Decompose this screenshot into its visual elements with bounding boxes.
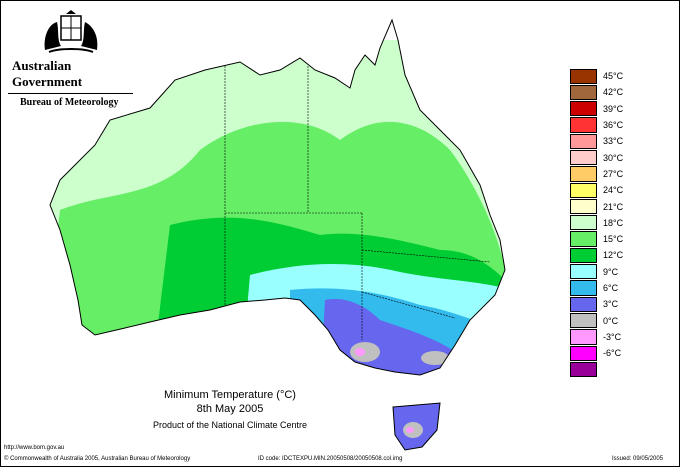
legend-row: 21°C bbox=[570, 198, 633, 215]
map-title: Minimum Temperature (°C) bbox=[164, 389, 296, 401]
legend-swatch bbox=[570, 166, 597, 182]
legend-label: 15°C bbox=[603, 234, 624, 245]
legend-label: 18°C bbox=[603, 217, 624, 228]
australia-outline bbox=[49, 18, 506, 376]
legend-label: -6°C bbox=[603, 348, 622, 359]
legend-label: -3°C bbox=[603, 331, 622, 342]
tasmania bbox=[392, 402, 441, 451]
legend-label: 45°C bbox=[603, 71, 624, 82]
legend-swatch bbox=[570, 198, 597, 215]
legend-label: 42°C bbox=[603, 87, 624, 98]
legend-label: 30°C bbox=[603, 152, 624, 163]
temperature-legend: 45°C 42°C 39°C 36°C 33°C 30°C 27°C 24°C 21°C 18°C… bbox=[570, 68, 633, 378]
state-borders bbox=[224, 66, 491, 340]
legend-swatch bbox=[570, 312, 597, 329]
map-title-block: Minimum Temperature (°C) 8th May 2005 bbox=[110, 388, 350, 416]
legend-swatch bbox=[570, 133, 597, 149]
id-code: ID code: IDCTEXPU.MIN.20050508/20050508.… bbox=[258, 456, 403, 462]
legend-label: 0°C bbox=[603, 315, 619, 326]
product-credit: Product of the National Climate Centre bbox=[152, 420, 308, 430]
legend-row bbox=[570, 361, 633, 378]
legend-label: 27°C bbox=[603, 168, 624, 179]
legend-row: -6°C bbox=[570, 345, 633, 361]
legend-swatch bbox=[570, 149, 597, 166]
coat-of-arms-icon bbox=[44, 10, 97, 53]
legend-label: 24°C bbox=[603, 185, 624, 196]
legend-row: 30°C bbox=[570, 149, 633, 166]
legend-row: 3°C bbox=[570, 296, 633, 312]
legend-label: 39°C bbox=[603, 103, 624, 114]
legend-row: 12°C bbox=[570, 247, 633, 264]
logo-block: Australian Government Bureau of Meteorol… bbox=[8, 10, 133, 108]
legend-row: 6°C bbox=[570, 280, 633, 296]
website-url[interactable]: http://www.bom.gov.au bbox=[4, 445, 65, 451]
legend-swatch bbox=[570, 329, 597, 345]
legend-swatch bbox=[570, 101, 597, 117]
legend-label: 6°C bbox=[603, 283, 619, 293]
legend-label: 12°C bbox=[603, 250, 624, 261]
legend-swatch bbox=[570, 264, 597, 280]
legend-label: 3°C bbox=[603, 299, 619, 310]
legend-row: -3°C bbox=[570, 329, 633, 345]
legend-row: 27°C bbox=[570, 166, 633, 182]
legend-swatch bbox=[570, 215, 597, 231]
legend-swatch bbox=[570, 182, 597, 198]
issued-date: Issued: 09/05/2005 bbox=[612, 456, 664, 462]
government-name: Australian Government bbox=[12, 58, 83, 89]
legend-swatch bbox=[570, 117, 597, 133]
map-date: 8th May 2005 bbox=[196, 403, 264, 415]
zone-minus3c bbox=[355, 348, 365, 356]
zone-0c-east bbox=[421, 351, 449, 365]
legend-row: 42°C bbox=[570, 84, 633, 101]
legend-swatch bbox=[570, 68, 597, 84]
legend-row: 24°C bbox=[570, 182, 633, 198]
legend-row: 45°C bbox=[570, 68, 633, 84]
legend-swatch bbox=[570, 231, 597, 247]
legend-row: 0°C bbox=[570, 312, 633, 329]
legend-swatch bbox=[570, 296, 597, 312]
legend-row: 36°C bbox=[570, 117, 633, 133]
legend-swatch bbox=[570, 361, 597, 378]
legend-row: 15°C bbox=[570, 231, 633, 247]
legend-swatch bbox=[570, 280, 597, 296]
legend-swatch bbox=[570, 247, 597, 264]
legend-row: 9°C bbox=[570, 264, 633, 280]
legend-label: 21°C bbox=[603, 201, 624, 212]
legend-label: 33°C bbox=[603, 136, 624, 147]
legend-swatch bbox=[570, 84, 597, 101]
copyright-notice: © Commonwealth of Australia 2005, Austra… bbox=[4, 456, 191, 462]
legend-row: 33°C bbox=[570, 133, 633, 149]
bureau-name: Bureau of Meteorology bbox=[8, 93, 133, 108]
legend-label: 9°C bbox=[603, 266, 619, 277]
legend-row: 18°C bbox=[570, 215, 633, 231]
legend-row: 39°C bbox=[570, 101, 633, 117]
legend-label: 36°C bbox=[603, 120, 624, 131]
legend-swatch bbox=[570, 345, 597, 361]
